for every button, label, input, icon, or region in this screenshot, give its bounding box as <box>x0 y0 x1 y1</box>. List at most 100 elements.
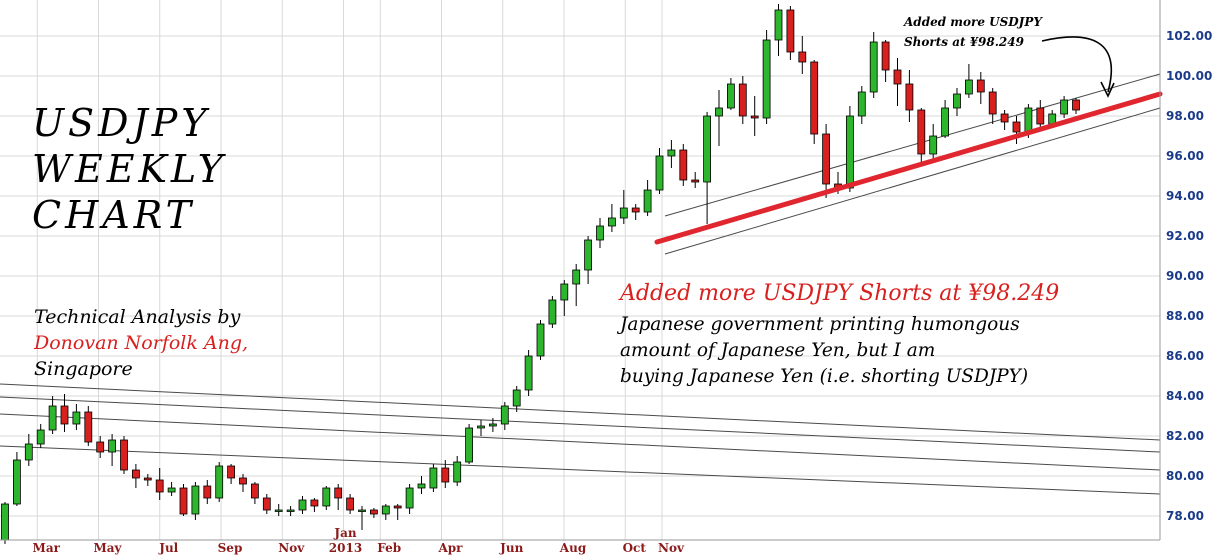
y-tick-label: 102.00 <box>1166 29 1212 43</box>
candle-up <box>500 405 509 425</box>
candle-up <box>667 149 676 157</box>
candle-down <box>822 133 830 185</box>
candle-up <box>727 83 735 109</box>
credit-line: Technical Analysis by <box>34 306 241 328</box>
candle-up <box>584 239 592 271</box>
gridlines <box>0 0 1160 540</box>
candle-up <box>548 299 557 325</box>
y-tick-label: 100.00 <box>1166 69 1212 83</box>
candle-down <box>679 149 688 181</box>
candle-down <box>179 487 188 515</box>
y-tick-label: 88.00 <box>1166 309 1204 323</box>
candle-up <box>941 107 949 137</box>
y-tick-label: 80.00 <box>1166 469 1204 483</box>
x-tick-label: May <box>93 541 122 555</box>
candle-down <box>239 477 247 485</box>
candle-up <box>274 509 283 512</box>
candle-up <box>965 79 973 95</box>
candle-down <box>393 505 402 509</box>
candle-down <box>96 441 105 453</box>
candle-down <box>131 469 140 479</box>
author-credit: Technical Analysis by Donovan Norfolk An… <box>34 304 248 382</box>
candle-down <box>262 497 271 511</box>
candle-up <box>524 355 533 391</box>
candle-down <box>120 439 128 471</box>
annotation-arrow <box>1041 36 1115 98</box>
channel-line <box>664 107 1161 255</box>
candle-up <box>774 9 783 41</box>
candle-down <box>750 115 759 119</box>
candle-down <box>631 207 640 213</box>
candle-up <box>381 505 390 515</box>
candle-up <box>608 217 616 227</box>
candle-up <box>24 443 33 461</box>
title-line: WEEKLY <box>32 147 227 191</box>
candle-up <box>857 91 866 117</box>
candle-down <box>334 487 343 499</box>
candle-up <box>322 487 331 507</box>
top-annotation: Added more USDJPY Shorts at ¥98.249 <box>904 12 1042 52</box>
candle-up <box>465 427 474 463</box>
channel-line <box>0 396 1161 453</box>
candle-down <box>227 465 236 479</box>
candle-down <box>786 9 795 53</box>
candle-up <box>215 465 224 499</box>
annotation-line: buying Japanese Yen (i.e. shorting USDJP… <box>620 366 1029 387</box>
candle-up <box>36 429 45 445</box>
candle-up <box>429 467 438 489</box>
candle-down <box>155 479 164 493</box>
candle-down <box>893 69 902 85</box>
y-tick-label: 82.00 <box>1166 429 1204 443</box>
annotation-arrow-curve <box>1041 36 1113 93</box>
candle-down <box>369 509 378 515</box>
annotation-arrow-head <box>1100 81 1115 98</box>
candle-up <box>1024 107 1033 133</box>
candle-up <box>488 423 497 427</box>
y-tick-label: 94.00 <box>1166 189 1204 203</box>
candle-up <box>762 39 771 119</box>
y-tick-label: 90.00 <box>1166 269 1204 283</box>
annotation-line: amount of Japanese Yen, but I am <box>620 340 936 361</box>
candle-up <box>191 485 200 515</box>
y-tick-label: 78.00 <box>1166 509 1204 523</box>
y-tick-label: 84.00 <box>1166 389 1204 403</box>
candle-down <box>988 91 997 115</box>
candle-down <box>691 179 700 183</box>
annotation-body: Japanese government printing humongous a… <box>620 312 1028 390</box>
candle-up <box>1 503 9 541</box>
candle-down <box>917 109 926 155</box>
x-tick-label: Aug <box>559 541 587 555</box>
annotation-headline: Added more USDJPY Shorts at ¥98.249 <box>620 281 1060 306</box>
candle-up <box>869 41 878 93</box>
candle-up <box>929 135 938 155</box>
candle-down <box>250 483 259 499</box>
candle-up <box>72 411 81 425</box>
candles <box>1 4 1080 544</box>
candle-up <box>358 509 366 512</box>
channel-line <box>0 413 1161 471</box>
candle-up <box>405 487 414 509</box>
candle-down <box>810 61 819 135</box>
x-tick-label: Nov <box>658 541 685 555</box>
x-tick-label: Mar <box>33 541 61 555</box>
top-annotation-line: Shorts at ¥98.249 <box>904 35 1024 49</box>
support-trendline <box>654 91 1163 245</box>
candle-up <box>703 115 711 183</box>
chart-title: USDJPY WEEKLY CHART <box>32 100 227 238</box>
credit-location: Singapore <box>34 358 133 380</box>
candle-down <box>1000 113 1009 123</box>
credit-author: Donovan Norfolk Ang, <box>34 332 249 354</box>
y-tick-label: 98.00 <box>1166 109 1204 123</box>
x-tick-label: 2013 <box>329 541 362 555</box>
candle-up <box>643 189 652 213</box>
x-tick-label: Feb <box>377 541 401 555</box>
candle-up <box>715 107 723 117</box>
candle-down <box>1072 99 1080 111</box>
candle-up <box>167 487 176 493</box>
y-tick-label: 92.00 <box>1166 229 1204 243</box>
candle-up <box>953 93 961 109</box>
candle-up <box>108 439 116 453</box>
x-tick-label: Oct <box>623 541 647 555</box>
